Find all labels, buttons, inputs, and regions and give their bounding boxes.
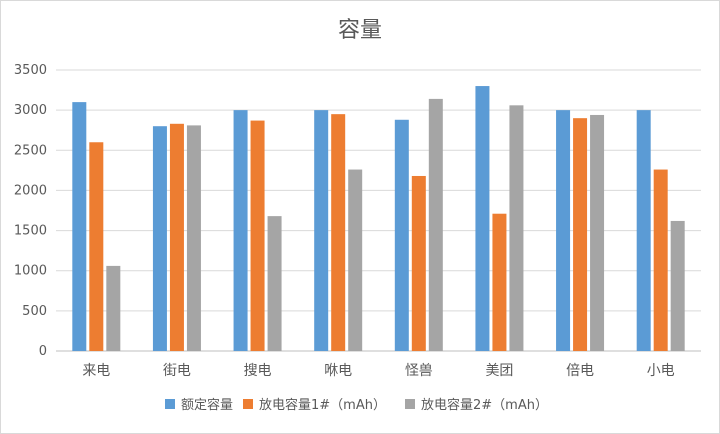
x-tick-label: 搜电 bbox=[244, 363, 272, 379]
y-tick-label: 2000 bbox=[14, 183, 47, 198]
bar bbox=[670, 220, 685, 351]
bar bbox=[556, 110, 571, 352]
y-tick-label: 0 bbox=[39, 344, 47, 359]
bar bbox=[186, 125, 201, 351]
bar bbox=[331, 114, 346, 352]
y-tick-label: 500 bbox=[22, 304, 47, 319]
bar bbox=[89, 142, 104, 351]
legend-label: 放电容量1#（mAh） bbox=[259, 397, 386, 413]
bar bbox=[428, 98, 443, 351]
bar bbox=[653, 169, 668, 351]
bar bbox=[590, 114, 605, 352]
bar bbox=[314, 110, 329, 352]
bar bbox=[573, 118, 588, 352]
bar bbox=[348, 169, 363, 351]
y-tick-label: 1500 bbox=[14, 224, 47, 239]
bar bbox=[233, 110, 248, 352]
bar bbox=[636, 110, 651, 352]
chart-title: 容量 bbox=[338, 18, 382, 43]
y-tick-label: 2500 bbox=[14, 143, 47, 158]
legend-label: 额定容量 bbox=[181, 397, 233, 413]
x-tick-label: 咻电 bbox=[324, 363, 352, 379]
bar bbox=[411, 175, 426, 351]
x-tick-label: 来电 bbox=[82, 363, 110, 379]
legend-label: 放电容量2#（mAh） bbox=[421, 397, 548, 413]
bar bbox=[106, 265, 121, 351]
legend-swatch bbox=[165, 399, 175, 409]
x-tick-label: 小电 bbox=[647, 363, 675, 379]
bar bbox=[475, 86, 490, 352]
bar bbox=[250, 120, 265, 351]
legend: 额定容量 放电容量1#（mAh） 放电容量2#（mAh） bbox=[165, 397, 548, 413]
x-tick-label: 街电 bbox=[163, 363, 191, 379]
y-tick-label: 3000 bbox=[14, 103, 47, 118]
bars bbox=[72, 86, 685, 352]
bar bbox=[267, 216, 282, 351]
bar bbox=[509, 105, 524, 351]
legend-swatch bbox=[243, 399, 253, 409]
x-tick-label: 倍电 bbox=[566, 363, 594, 379]
gridlines bbox=[56, 69, 701, 352]
bar bbox=[169, 123, 184, 351]
y-tick-label: 1000 bbox=[14, 264, 47, 279]
x-tick-label: 怪兽 bbox=[405, 363, 433, 379]
y-axis: 0 500 1000 1500 2000 2500 3000 3500 bbox=[14, 63, 47, 359]
bar bbox=[492, 213, 507, 351]
bar bbox=[72, 102, 87, 351]
x-tick-label: 美团 bbox=[485, 363, 513, 379]
bar bbox=[394, 119, 409, 351]
bar bbox=[152, 126, 167, 351]
x-axis: 来电 街电 搜电 咻电 怪兽 美团 倍电 小电 bbox=[82, 363, 674, 379]
legend-swatch bbox=[405, 399, 415, 409]
y-tick-label: 3500 bbox=[14, 63, 47, 78]
